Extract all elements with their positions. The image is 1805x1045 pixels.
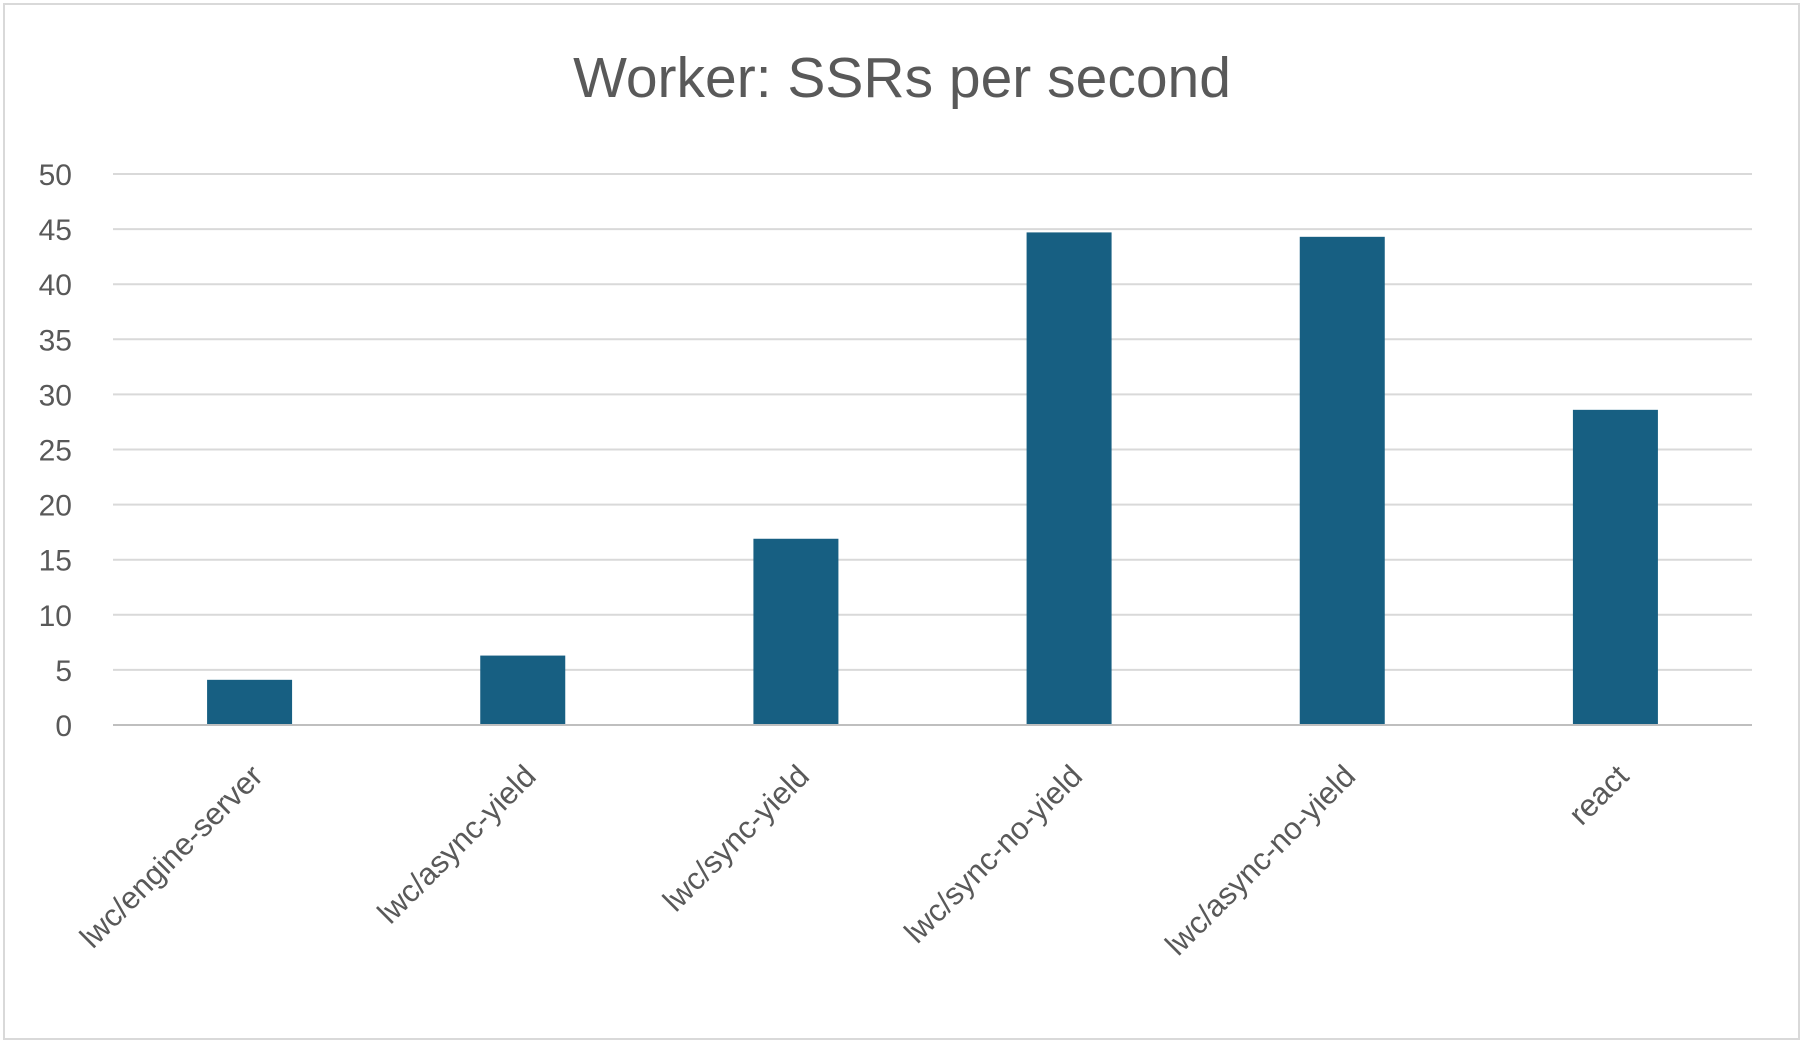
y-axis-ticks: 0 5 10 15 20 25 30 35 40 45 50 <box>39 159 72 743</box>
y-tick-label: 50 <box>39 159 72 192</box>
bar <box>1299 236 1385 725</box>
x-tick-label: lwc/sync-yield <box>656 758 816 918</box>
bar <box>753 538 839 725</box>
x-tick-label: lwc/sync-no-yield <box>897 758 1089 950</box>
y-tick-label: 45 <box>39 214 72 247</box>
x-tick-label: react <box>1562 758 1636 832</box>
y-tick-label: 0 <box>55 710 72 743</box>
y-tick-label: 40 <box>39 269 72 302</box>
y-tick-label: 25 <box>39 435 72 468</box>
y-tick-label: 30 <box>39 379 72 412</box>
x-axis-labels: lwc/engine-server lwc/async-yield lwc/sync… <box>73 758 1636 962</box>
bar <box>480 655 566 725</box>
y-tick-label: 20 <box>39 490 72 523</box>
x-tick-label: lwc/engine-server <box>73 758 270 955</box>
x-tick-label: lwc/async-yield <box>371 758 543 930</box>
y-tick-label: 15 <box>39 545 72 578</box>
chart-title: Worker: SSRs per second <box>573 46 1231 110</box>
x-tick-label: lwc/async-no-yield <box>1158 758 1362 962</box>
y-tick-label: 5 <box>55 655 72 688</box>
y-tick-label: 10 <box>39 600 72 633</box>
bar <box>207 679 293 725</box>
gridlines <box>113 173 1752 671</box>
chart-frame <box>3 3 1800 1040</box>
bar <box>1026 232 1112 725</box>
y-tick-label: 35 <box>39 324 72 357</box>
bars <box>207 232 1658 725</box>
bar <box>1572 409 1658 725</box>
